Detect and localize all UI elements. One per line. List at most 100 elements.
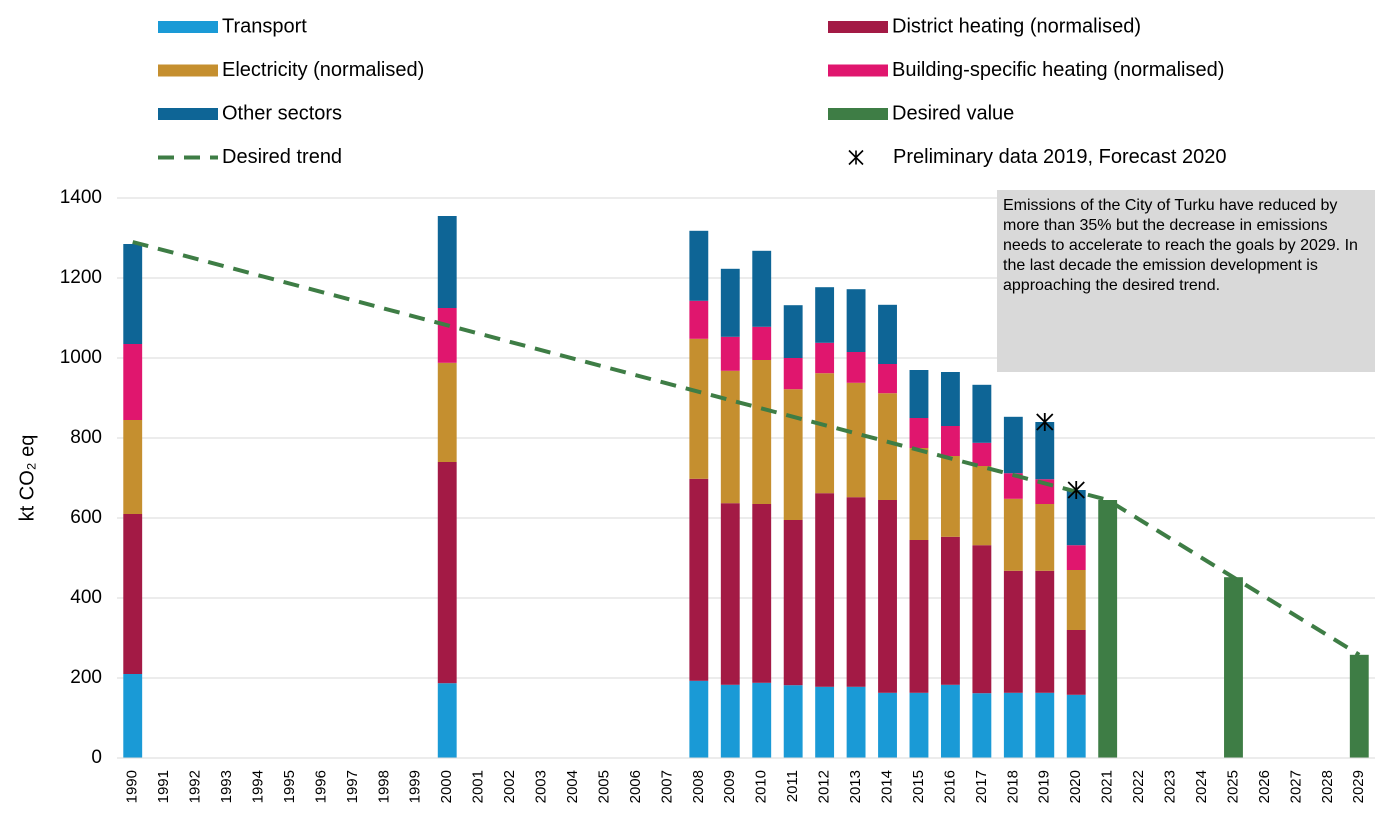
bar-segment (846, 382, 866, 498)
bar-segment (815, 493, 835, 687)
bar-segment (909, 448, 929, 540)
x-tick-label: 2007 (658, 770, 675, 803)
bar-segment (972, 466, 992, 546)
legend-label: Other sectors (222, 102, 342, 124)
bar-segment (783, 685, 803, 758)
y-tick-label: 1400 (60, 187, 102, 208)
legend-swatch (828, 64, 888, 77)
bar-segment (909, 418, 929, 448)
x-tick-label: 2020 (1067, 770, 1084, 803)
x-tick-label: 2003 (533, 770, 550, 803)
x-tick-label: 1999 (407, 770, 424, 803)
x-tick-label: 2029 (1350, 770, 1367, 803)
bar-segment (1066, 490, 1086, 546)
star-marker (1036, 413, 1054, 431)
bar-segment (878, 692, 897, 758)
bar-segment (123, 420, 143, 514)
bar-segment (1035, 692, 1055, 758)
bar-segment (972, 384, 992, 443)
x-tick-label: 2006 (627, 770, 644, 803)
x-tick-label: 2008 (690, 770, 707, 803)
y-tick-label: 200 (70, 667, 102, 688)
bar-segment (783, 389, 803, 520)
bar-segment (846, 686, 866, 758)
x-tick-label: 2000 (438, 770, 455, 803)
bar-segment (846, 497, 866, 687)
bar-segment (1003, 498, 1023, 571)
x-tick-label: 1990 (124, 770, 141, 803)
y-tick-label: 1000 (60, 347, 102, 368)
x-tick-label: 2010 (753, 770, 770, 803)
bar-segment (972, 693, 992, 758)
bar-segment (909, 540, 929, 693)
legend-label: Desired value (892, 102, 1014, 124)
bar-segment (437, 683, 457, 758)
bar-segment (815, 342, 835, 374)
legend-label: District heating (normalised) (892, 15, 1141, 37)
x-tick-label: 1997 (344, 770, 361, 803)
bar-segment (689, 338, 709, 479)
bar-segment (689, 680, 709, 758)
x-tick-label: 2001 (470, 770, 487, 803)
bar-segment (123, 674, 143, 758)
y-tick-label: 0 (91, 747, 102, 768)
y-tick-label: 800 (70, 427, 102, 448)
bar-segment (972, 442, 992, 466)
bar-segment (437, 462, 457, 684)
bar-segment (1003, 473, 1023, 499)
bar-segment (720, 268, 740, 337)
bar-segment (909, 370, 929, 418)
x-tick-label: 2014 (878, 770, 895, 803)
x-tick-label: 2021 (1099, 770, 1116, 803)
x-tick-label: 2004 (564, 770, 581, 803)
bar-segment (752, 326, 772, 360)
bar-segment (689, 478, 709, 681)
bar-segment (720, 370, 740, 504)
bar-segment (940, 372, 960, 426)
star-marker (1067, 481, 1085, 499)
bar-segment (437, 216, 457, 308)
legend-swatch (158, 21, 218, 33)
bar-segment (878, 364, 897, 394)
x-tick-label: 1996 (312, 770, 329, 803)
legend-swatch (828, 21, 888, 33)
bar-segment (720, 684, 740, 758)
bar-segment (940, 536, 960, 685)
x-tick-label: 2023 (1162, 770, 1179, 803)
x-tick-label: 2005 (595, 770, 612, 803)
x-tick-label: 1991 (155, 770, 172, 803)
bar-segment (1066, 630, 1086, 695)
x-tick-label: 2017 (973, 770, 990, 803)
bar-segment (940, 426, 960, 456)
bar-segment (689, 230, 709, 301)
legend-swatch (158, 64, 218, 77)
x-tick-label: 2026 (1256, 770, 1273, 803)
bar-segment (1349, 654, 1369, 758)
bar-segment (1066, 545, 1086, 570)
bar-segment (815, 686, 835, 758)
bar-segment (752, 250, 772, 327)
legend-label: Transport (222, 15, 307, 37)
bar-segment (783, 305, 803, 358)
annotation: Emissions of the City of Turku have redu… (997, 190, 1375, 372)
legend-label: Electricity (normalised) (222, 59, 424, 81)
bar-segment (783, 358, 803, 390)
x-tick-label: 1998 (375, 770, 392, 803)
x-tick-label: 2016 (941, 770, 958, 803)
x-tick-label: 2022 (1130, 770, 1147, 803)
legend-swatch (158, 108, 218, 120)
bar-segment (123, 514, 143, 674)
x-tick-label: 2009 (721, 770, 738, 803)
x-tick-label: 2028 (1319, 770, 1336, 803)
bar-segment (1035, 422, 1055, 480)
y-tick-label: 600 (70, 507, 102, 528)
x-tick-label: 1995 (281, 770, 298, 803)
bar-segment (1066, 570, 1086, 630)
legend-label: Building-specific heating (normalised) (892, 59, 1224, 81)
bar-segment (752, 504, 772, 683)
legend-swatch (848, 149, 864, 166)
x-tick-label: 1994 (249, 770, 266, 803)
bar-segment (815, 373, 835, 494)
x-tick-label: 2012 (816, 770, 833, 803)
